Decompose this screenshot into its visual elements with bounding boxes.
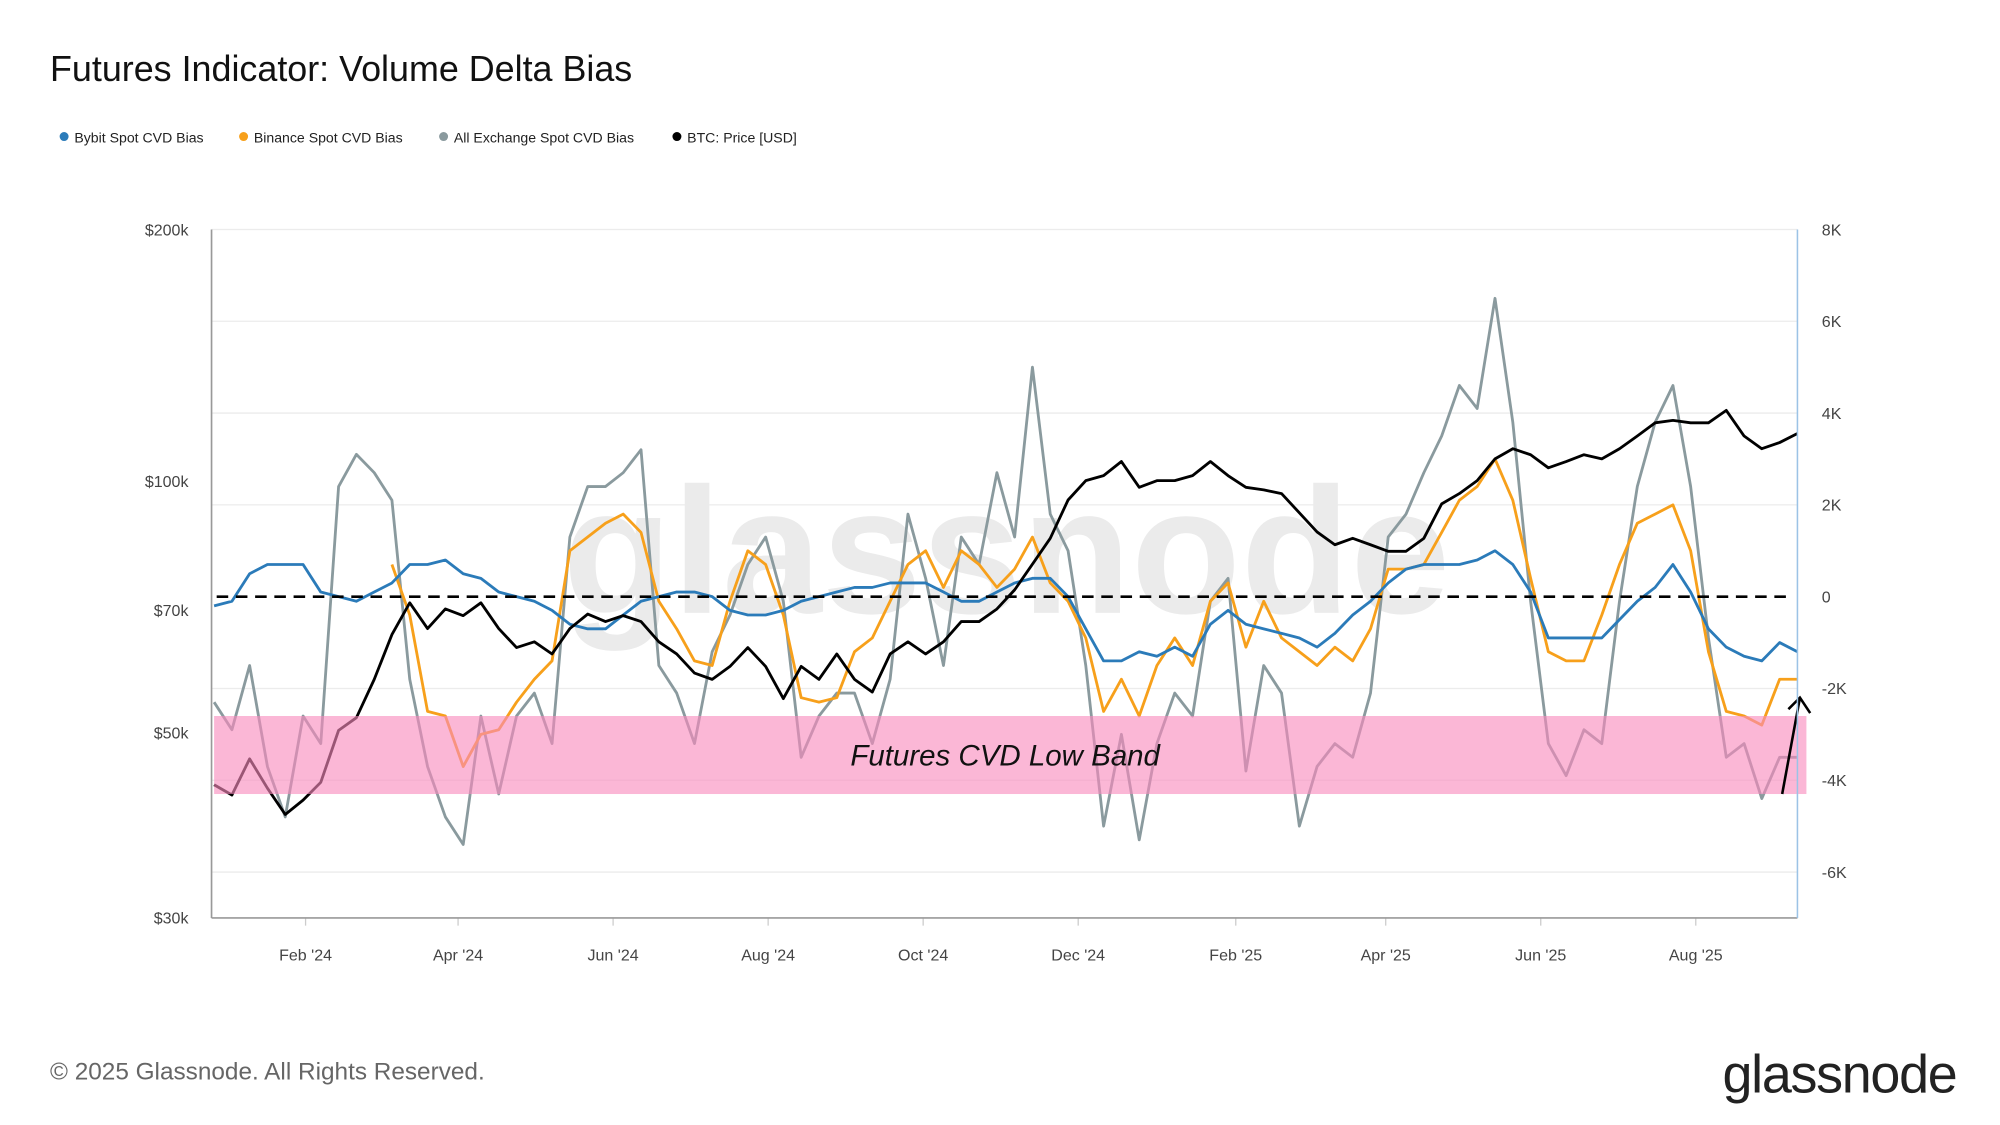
x-axis-tick-label: Apr '24 — [433, 946, 483, 964]
legend-dot-binance — [239, 132, 249, 142]
series-lines — [212, 296, 1799, 846]
annotation-arrow-head-icon — [1787, 695, 1812, 714]
legend-item-binance[interactable]: Binance Spot CVD Bias — [239, 129, 403, 145]
copyright: © 2025 Glassnode. All Rights Reserved. — [50, 1058, 485, 1085]
axes: 8K 6K 4K 2K 0 -2K -4K -6K $200k $100k $70k $50k $30k… — [145, 221, 1847, 964]
legend-dot-bybit — [59, 132, 69, 142]
legend-label-binance: Binance Spot CVD Bias — [254, 129, 403, 145]
series-line-btc-price-usd — [213, 408, 1799, 816]
series-line-bybit-spot-cvd-bias — [213, 549, 1799, 663]
x-axis-tick-label: Oct '24 — [898, 946, 948, 964]
legend-label-bybit: Bybit Spot CVD Bias — [74, 129, 203, 145]
legend: Bybit Spot CVD Bias Binance Spot CVD Bia… — [59, 129, 797, 145]
legend-item-bybit[interactable]: Bybit Spot CVD Bias — [59, 129, 204, 145]
x-axis-tick-label: Feb '24 — [279, 946, 332, 964]
legend-dot-all-exchange — [439, 132, 449, 142]
legend-label-btc-price: BTC: Price [USD] — [687, 129, 797, 145]
left-axis-tick-label: $200k — [145, 221, 190, 239]
series-line-binance-spot-cvd-bias — [390, 457, 1798, 768]
x-axis-tick-label: Feb '25 — [1209, 946, 1262, 964]
legend-label-all-exchange: All Exchange Spot CVD Bias — [454, 129, 634, 145]
x-axis-tick-label: Aug '24 — [741, 946, 795, 964]
left-axis-tick-label: $50k — [154, 724, 190, 742]
right-axis-tick-label: 6K — [1822, 313, 1842, 331]
watermark: glassnode — [563, 452, 1451, 652]
right-axis-tick-label: 4K — [1822, 405, 1842, 423]
legend-item-btc-price[interactable]: BTC: Price [USD] — [672, 129, 797, 145]
left-axis-tick-label: $100k — [145, 473, 190, 491]
x-axis-tick-label: Aug '25 — [1669, 946, 1723, 964]
legend-item-all-exchange[interactable]: All Exchange Spot CVD Bias — [439, 129, 634, 145]
right-axis-tick-label: 8K — [1822, 221, 1842, 239]
right-axis-tick-label: -2K — [1822, 680, 1847, 698]
band-label: Futures CVD Low Band — [850, 739, 1161, 772]
x-axis-tick-label: Jun '24 — [588, 946, 639, 964]
right-axis-tick-label: -4K — [1822, 772, 1847, 790]
right-axis-tick-label: 0 — [1822, 588, 1831, 606]
glassnode-logo: glassnode — [1723, 1044, 1957, 1104]
right-axis-tick-label: -6K — [1822, 864, 1847, 882]
band-overlay: Futures CVD Low Band — [214, 595, 1812, 795]
legend-dot-btc-price — [672, 132, 682, 142]
x-axis-tick-label: Apr '25 — [1361, 946, 1411, 964]
left-axis-tick-label: $70k — [154, 602, 190, 620]
page-title: Futures Indicator: Volume Delta Bias — [50, 49, 632, 89]
right-axis-tick-label: 2K — [1822, 497, 1842, 515]
x-axis-tick-label: Dec '24 — [1051, 946, 1105, 964]
futures-cvd-low-band — [214, 716, 1807, 795]
x-axis-tick-label: Jun '25 — [1515, 946, 1566, 964]
left-axis-tick-label: $30k — [154, 910, 190, 928]
